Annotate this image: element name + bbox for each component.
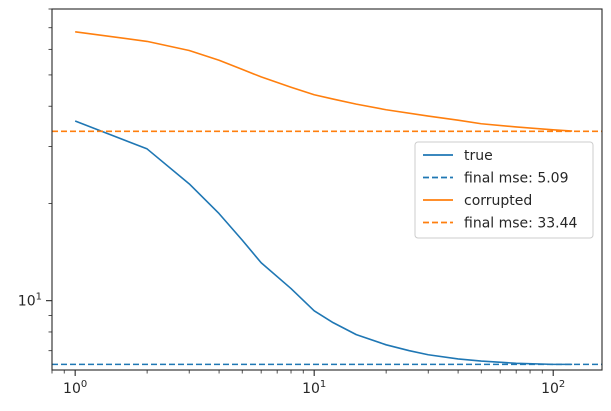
legend: true final mse: 5.09 corrupted final mse: 3… [414,141,594,239]
legend-label-final-mse-33-44: final mse: 33.44 [464,216,577,232]
axes-frame [51,8,603,371]
x-tick-label: 101 [302,379,326,397]
y-tick-label: 101 [18,292,42,310]
series-group [52,31,602,366]
legend-label-corrupted: corrupted [464,193,532,209]
series-corrupted-line [75,31,573,132]
x-tick-label: 102 [541,379,565,397]
legend-label-true: true [464,148,493,164]
legend-label-final-mse-5-09: final mse: 5.09 [464,171,569,187]
plot-area [52,31,602,366]
series-true-line [74,120,573,366]
legend-box [414,141,594,239]
axes: 100 101 102 101 [18,8,603,397]
x-tick-label: 100 [63,379,87,397]
